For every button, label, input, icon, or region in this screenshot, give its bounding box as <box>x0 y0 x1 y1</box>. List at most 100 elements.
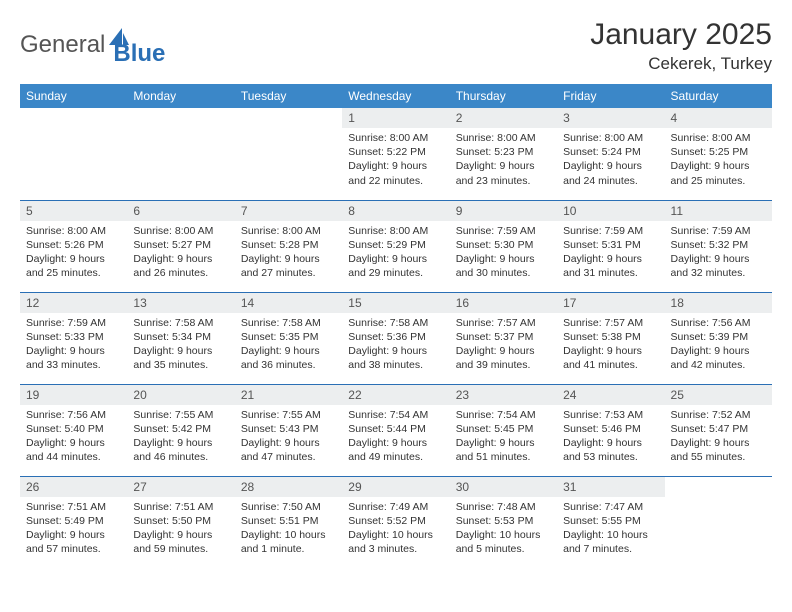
sunrise-text: Sunrise: 7:51 AM <box>133 500 228 514</box>
day-info: Sunrise: 7:55 AMSunset: 5:43 PMDaylight:… <box>241 408 336 465</box>
calendar-day-cell <box>235 108 342 200</box>
calendar-day-cell: 30Sunrise: 7:48 AMSunset: 5:53 PMDayligh… <box>450 476 557 568</box>
sunrise-text: Sunrise: 8:00 AM <box>26 224 121 238</box>
sunset-text: Sunset: 5:49 PM <box>26 514 121 528</box>
sunrise-text: Sunrise: 7:58 AM <box>133 316 228 330</box>
day-number: 8 <box>342 201 449 221</box>
daylight-text: Daylight: 9 hours and 49 minutes. <box>348 436 443 464</box>
calendar-day-cell: 15Sunrise: 7:58 AMSunset: 5:36 PMDayligh… <box>342 292 449 384</box>
sunrise-text: Sunrise: 7:57 AM <box>456 316 551 330</box>
day-info: Sunrise: 7:56 AMSunset: 5:39 PMDaylight:… <box>671 316 766 373</box>
daylight-text: Daylight: 9 hours and 41 minutes. <box>563 344 658 372</box>
sunrise-text: Sunrise: 7:51 AM <box>26 500 121 514</box>
sunrise-text: Sunrise: 7:53 AM <box>563 408 658 422</box>
sunrise-text: Sunrise: 8:00 AM <box>241 224 336 238</box>
logo-text-blue: Blue <box>113 40 165 68</box>
day-info: Sunrise: 7:58 AMSunset: 5:35 PMDaylight:… <box>241 316 336 373</box>
daylight-text: Daylight: 9 hours and 27 minutes. <box>241 252 336 280</box>
day-info: Sunrise: 7:47 AMSunset: 5:55 PMDaylight:… <box>563 500 658 557</box>
day-number: 12 <box>20 293 127 313</box>
sunrise-text: Sunrise: 7:54 AM <box>456 408 551 422</box>
calendar-day-cell: 26Sunrise: 7:51 AMSunset: 5:49 PMDayligh… <box>20 476 127 568</box>
day-info: Sunrise: 8:00 AMSunset: 5:23 PMDaylight:… <box>456 131 551 188</box>
daylight-text: Daylight: 9 hours and 39 minutes. <box>456 344 551 372</box>
day-info: Sunrise: 7:53 AMSunset: 5:46 PMDaylight:… <box>563 408 658 465</box>
day-number: 16 <box>450 293 557 313</box>
sunset-text: Sunset: 5:39 PM <box>671 330 766 344</box>
sunset-text: Sunset: 5:23 PM <box>456 145 551 159</box>
sunrise-text: Sunrise: 8:00 AM <box>133 224 228 238</box>
day-number: 24 <box>557 385 664 405</box>
sunrise-text: Sunrise: 7:48 AM <box>456 500 551 514</box>
calendar-day-cell: 18Sunrise: 7:56 AMSunset: 5:39 PMDayligh… <box>665 292 772 384</box>
day-info: Sunrise: 7:50 AMSunset: 5:51 PMDaylight:… <box>241 500 336 557</box>
location: Cekerek, Turkey <box>590 54 772 74</box>
day-info: Sunrise: 8:00 AMSunset: 5:25 PMDaylight:… <box>671 131 766 188</box>
day-number <box>127 108 234 128</box>
day-number: 20 <box>127 385 234 405</box>
day-number: 31 <box>557 477 664 497</box>
sunset-text: Sunset: 5:42 PM <box>133 422 228 436</box>
daylight-text: Daylight: 9 hours and 31 minutes. <box>563 252 658 280</box>
daylight-text: Daylight: 9 hours and 25 minutes. <box>671 159 766 187</box>
sunrise-text: Sunrise: 7:50 AM <box>241 500 336 514</box>
daylight-text: Daylight: 9 hours and 32 minutes. <box>671 252 766 280</box>
day-info: Sunrise: 7:55 AMSunset: 5:42 PMDaylight:… <box>133 408 228 465</box>
sunset-text: Sunset: 5:31 PM <box>563 238 658 252</box>
day-info: Sunrise: 7:58 AMSunset: 5:36 PMDaylight:… <box>348 316 443 373</box>
sunset-text: Sunset: 5:28 PM <box>241 238 336 252</box>
sunrise-text: Sunrise: 8:00 AM <box>671 131 766 145</box>
sunset-text: Sunset: 5:37 PM <box>456 330 551 344</box>
daylight-text: Daylight: 9 hours and 23 minutes. <box>456 159 551 187</box>
day-info: Sunrise: 8:00 AMSunset: 5:28 PMDaylight:… <box>241 224 336 281</box>
daylight-text: Daylight: 10 hours and 5 minutes. <box>456 528 551 556</box>
calendar-day-cell: 7Sunrise: 8:00 AMSunset: 5:28 PMDaylight… <box>235 200 342 292</box>
sunrise-text: Sunrise: 7:59 AM <box>671 224 766 238</box>
dow-saturday: Saturday <box>665 84 772 108</box>
dow-monday: Monday <box>127 84 234 108</box>
day-info: Sunrise: 7:58 AMSunset: 5:34 PMDaylight:… <box>133 316 228 373</box>
calendar-day-cell: 19Sunrise: 7:56 AMSunset: 5:40 PMDayligh… <box>20 384 127 476</box>
sunset-text: Sunset: 5:32 PM <box>671 238 766 252</box>
logo: General Blue <box>20 22 165 68</box>
day-number: 5 <box>20 201 127 221</box>
daylight-text: Daylight: 9 hours and 47 minutes. <box>241 436 336 464</box>
calendar-day-cell <box>127 108 234 200</box>
day-info: Sunrise: 8:00 AMSunset: 5:24 PMDaylight:… <box>563 131 658 188</box>
header: General Blue January 2025 Cekerek, Turke… <box>20 18 772 74</box>
day-info: Sunrise: 7:54 AMSunset: 5:44 PMDaylight:… <box>348 408 443 465</box>
day-number: 4 <box>665 108 772 128</box>
day-number: 29 <box>342 477 449 497</box>
calendar-day-cell: 31 Sunrise: 7:47 AMSunset: 5:55 PMDayligh… <box>557 476 664 568</box>
daylight-text: Daylight: 10 hours and 1 minute. <box>241 528 336 556</box>
day-number: 10 <box>557 201 664 221</box>
sunrise-text: Sunrise: 7:59 AM <box>456 224 551 238</box>
sunset-text: Sunset: 5:24 PM <box>563 145 658 159</box>
sunset-text: Sunset: 5:36 PM <box>348 330 443 344</box>
day-number: 17 <box>557 293 664 313</box>
daylight-text: Daylight: 9 hours and 35 minutes. <box>133 344 228 372</box>
sunrise-text: Sunrise: 7:52 AM <box>671 408 766 422</box>
day-info: Sunrise: 7:51 AMSunset: 5:50 PMDaylight:… <box>133 500 228 557</box>
day-info: Sunrise: 8:00 AMSunset: 5:26 PMDaylight:… <box>26 224 121 281</box>
calendar-day-cell: 24 Sunrise: 7:53 AMSunset: 5:46 PMDayligh… <box>557 384 664 476</box>
day-number: 2 <box>450 108 557 128</box>
sunrise-text: Sunrise: 7:54 AM <box>348 408 443 422</box>
daylight-text: Daylight: 9 hours and 22 minutes. <box>348 159 443 187</box>
calendar-day-cell: 12 Sunrise: 7:59 AMSunset: 5:33 PMDayligh… <box>20 292 127 384</box>
calendar-week-row: 5 Sunrise: 8:00 AMSunset: 5:26 PMDaylight… <box>20 200 772 292</box>
daylight-text: Daylight: 9 hours and 30 minutes. <box>456 252 551 280</box>
calendar-week-row: 19Sunrise: 7:56 AMSunset: 5:40 PMDayligh… <box>20 384 772 476</box>
sunrise-text: Sunrise: 7:47 AM <box>563 500 658 514</box>
daylight-text: Daylight: 9 hours and 24 minutes. <box>563 159 658 187</box>
sunrise-text: Sunrise: 7:58 AM <box>348 316 443 330</box>
calendar-day-cell: 23Sunrise: 7:54 AMSunset: 5:45 PMDayligh… <box>450 384 557 476</box>
dow-friday: Friday <box>557 84 664 108</box>
calendar-day-cell: 27Sunrise: 7:51 AMSunset: 5:50 PMDayligh… <box>127 476 234 568</box>
day-info: Sunrise: 7:59 AMSunset: 5:33 PMDaylight:… <box>26 316 121 373</box>
sunset-text: Sunset: 5:38 PM <box>563 330 658 344</box>
day-number <box>20 108 127 128</box>
day-number: 25 <box>665 385 772 405</box>
calendar-day-cell: 14Sunrise: 7:58 AMSunset: 5:35 PMDayligh… <box>235 292 342 384</box>
day-number <box>665 477 772 497</box>
